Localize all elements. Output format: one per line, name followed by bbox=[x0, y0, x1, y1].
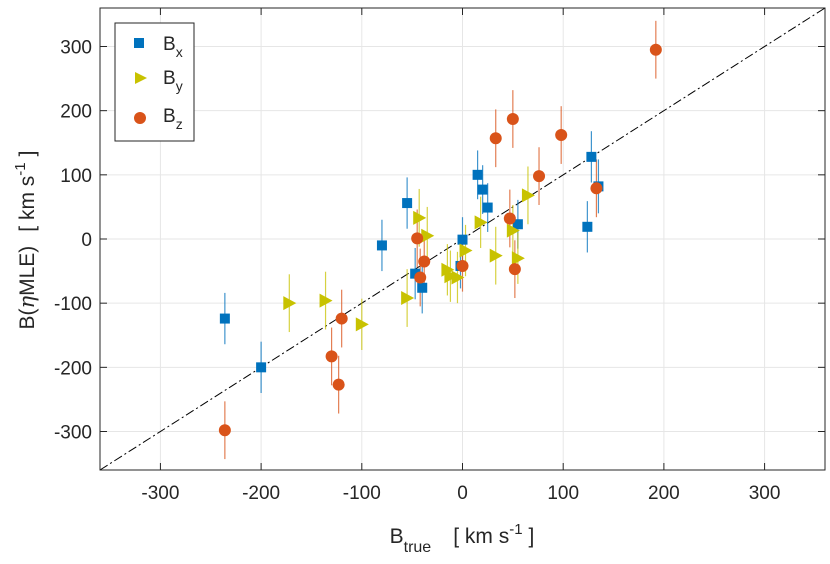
marker-bz bbox=[332, 378, 345, 391]
marker-by bbox=[421, 228, 435, 243]
x-tick-label: 200 bbox=[648, 483, 680, 504]
marker-bx bbox=[457, 234, 468, 245]
y-tick-label: -200 bbox=[54, 358, 92, 379]
marker-bx bbox=[219, 313, 230, 324]
marker-bz bbox=[335, 312, 348, 325]
y-tick-label: 200 bbox=[60, 102, 92, 123]
legend-label-bx: Bx bbox=[163, 34, 183, 60]
marker-bz bbox=[414, 271, 427, 284]
x-tick-labels: -300 -200 -100 0 100 200 300 bbox=[141, 483, 780, 504]
legend-box bbox=[114, 22, 195, 142]
marker-bx bbox=[586, 151, 597, 162]
legend-marker-bz bbox=[134, 112, 146, 124]
marker-by bbox=[506, 223, 520, 238]
marker-bz bbox=[555, 129, 568, 142]
marker-bz bbox=[533, 170, 546, 183]
legend-label-by: By bbox=[163, 68, 183, 94]
marker-bz bbox=[503, 212, 516, 225]
marker-by bbox=[283, 296, 297, 311]
y-tick-label: -100 bbox=[54, 294, 92, 315]
x-tick-label: 300 bbox=[749, 483, 781, 504]
marker-bz bbox=[456, 259, 469, 272]
marker-bz bbox=[508, 263, 521, 276]
marker-bx bbox=[256, 362, 267, 373]
grid-lines bbox=[100, 8, 825, 470]
y-tick-label: 0 bbox=[81, 230, 92, 251]
legend-label-bz: Bz bbox=[163, 106, 183, 132]
x-tick-label: -200 bbox=[242, 483, 280, 504]
marker-bx bbox=[376, 240, 387, 251]
marker-by bbox=[451, 270, 465, 285]
marker-bx bbox=[410, 268, 421, 279]
marker-by bbox=[511, 251, 525, 266]
marker-bx bbox=[482, 202, 493, 213]
y-tick-labels: -300 -200 -100 0 100 200 300 bbox=[54, 38, 92, 444]
data-markers bbox=[218, 43, 662, 437]
marker-bz bbox=[325, 350, 338, 363]
x-tick-label: -300 bbox=[141, 483, 179, 504]
y-tick-label: 300 bbox=[60, 38, 92, 59]
marker-by bbox=[355, 317, 369, 332]
marker-bx bbox=[402, 198, 413, 209]
marker-bz bbox=[506, 113, 519, 126]
marker-bx bbox=[472, 169, 483, 180]
legend-marker-by bbox=[135, 72, 147, 84]
marker-by bbox=[474, 215, 488, 230]
marker-bz bbox=[649, 43, 662, 56]
marker-bx bbox=[582, 221, 593, 232]
tick-marks bbox=[100, 8, 825, 470]
marker-by bbox=[521, 188, 535, 203]
y-tick-label: -300 bbox=[54, 423, 92, 444]
marker-by bbox=[489, 248, 503, 263]
marker-bz bbox=[218, 424, 231, 437]
marker-bz bbox=[590, 182, 603, 195]
legend: Bx By Bz bbox=[114, 22, 195, 142]
marker-bz bbox=[418, 255, 431, 268]
marker-by bbox=[459, 243, 473, 258]
x-tick-label: -100 bbox=[343, 483, 381, 504]
marker-bx bbox=[477, 184, 488, 195]
x-tick-label: 0 bbox=[457, 483, 468, 504]
marker-by bbox=[444, 269, 458, 284]
marker-by bbox=[319, 293, 333, 308]
marker-bx bbox=[417, 282, 428, 293]
x-axis-label: Btrue[ km s-1] bbox=[390, 521, 535, 556]
marker-bx bbox=[512, 219, 523, 230]
legend-marker-bx bbox=[134, 38, 144, 48]
x-tick-label: 100 bbox=[547, 483, 579, 504]
y-tick-label: 100 bbox=[60, 166, 92, 187]
marker-by bbox=[413, 210, 427, 225]
marker-bz bbox=[489, 132, 502, 145]
marker-by bbox=[401, 291, 415, 306]
error-bars bbox=[224, 20, 657, 460]
y-axis-label: B(ηMLE)[ km s-1] bbox=[12, 151, 39, 330]
marker-bz bbox=[411, 232, 424, 245]
